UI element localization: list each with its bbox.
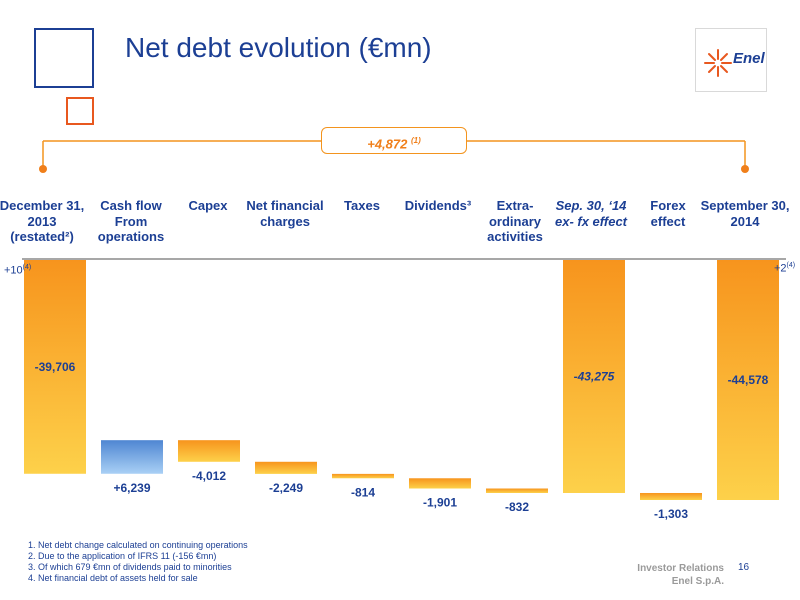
enel-logo <box>695 28 767 92</box>
bar-1 <box>101 440 163 474</box>
category-label-9: September 30, 2014 <box>700 198 790 229</box>
category-label-4: Taxes <box>344 198 380 213</box>
data-label-9: -44,578 <box>728 373 769 387</box>
bar-2 <box>178 440 240 462</box>
footnote-1: 1. Net debt change calculated on continu… <box>28 540 248 550</box>
enel-sun-icon <box>704 49 732 77</box>
decorative-orange-square <box>66 97 94 125</box>
bar-5 <box>409 478 471 489</box>
footer-line1: Investor Relations <box>637 563 724 574</box>
bracket-end-dot <box>741 165 749 173</box>
data-label-4: -814 <box>351 485 375 499</box>
category-label-6: Extra-ordinary activities <box>487 198 543 244</box>
data-label-1: +6,239 <box>113 481 150 495</box>
data-label-7: -43,275 <box>574 369 615 383</box>
left-side-note: +10(4) <box>4 264 31 277</box>
right-side-note-ref: (4) <box>786 262 796 269</box>
right-side-note: +2(4) <box>774 262 795 275</box>
change-bracket <box>42 140 746 168</box>
data-label-3: -2,249 <box>269 481 303 495</box>
category-label-5: Dividends³ <box>404 198 472 213</box>
bar-8 <box>640 492 702 500</box>
right-side-note-value: +2 <box>774 262 787 275</box>
left-side-note-value: +10 <box>4 264 23 277</box>
page-number: 16 <box>738 562 750 573</box>
bar-4 <box>332 473 394 479</box>
footnote-2: 2. Due to the application of IFRS 11 (-1… <box>28 551 217 561</box>
data-label-5: -1,901 <box>423 496 457 510</box>
bar-9 <box>717 260 779 500</box>
footer-line2: Enel S.p.A. <box>671 576 724 587</box>
footnotes: 1. Net debt change calculated on continu… <box>28 540 248 584</box>
category-label-3: Net financial charges <box>246 198 324 229</box>
bar-7 <box>563 260 625 493</box>
callout-value: +4,872 <box>367 136 408 152</box>
data-label-0: -39,706 <box>35 360 76 374</box>
footnote-3: 3. Of which 679 €mn of dividends paid to… <box>28 562 232 572</box>
footnote-4: 4. Net financial debt of assets held for… <box>28 573 198 583</box>
category-label-2: Capex <box>188 198 228 213</box>
callout-note: (1) <box>410 136 421 145</box>
data-label-8: -1,303 <box>654 507 688 521</box>
decorative-blue-square <box>34 28 94 88</box>
bar-3 <box>255 461 317 474</box>
bar-6 <box>486 488 548 493</box>
bar-0 <box>24 260 86 474</box>
bracket-start-dot <box>39 165 47 173</box>
category-label-0: December 31, 2013 (restated²) <box>0 198 85 244</box>
category-label-7: Sep. 30, ‘14 ex- fx effect <box>554 198 627 229</box>
category-label-1: Cash flow From operations <box>97 198 165 244</box>
logo-text: Enel <box>733 50 765 67</box>
footer-company: Investor Relations Enel S.p.A. <box>600 562 724 588</box>
data-label-2: -4,012 <box>192 469 226 483</box>
category-label-8: Forex effect <box>650 198 686 229</box>
left-side-note-ref: (4) <box>22 264 32 271</box>
total-change-callout: +4,872 (1) <box>321 127 467 154</box>
page-title: Net debt evolution (€mn) <box>125 32 432 63</box>
data-label-6: -832 <box>505 500 529 514</box>
